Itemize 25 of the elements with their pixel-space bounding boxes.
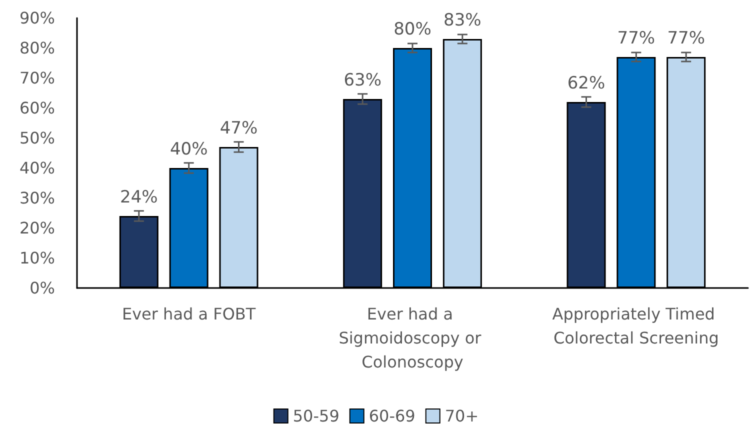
data-label: 62% [567,74,606,94]
legend-label: 50-59 [292,406,340,426]
x-tick-label: Ever had a Sigmoidoscopy or Colonoscopy [338,304,486,372]
legend-label: 70+ [444,406,479,426]
y-tick-label: 60% [19,98,55,118]
legend-label: 60-69 [368,406,416,426]
data-label: 77% [667,28,705,48]
y-tick-label: 70% [19,68,55,88]
y-tick-label: 50% [19,128,55,148]
data-label: 24% [120,188,158,208]
data-label: 80% [394,20,432,40]
y-tick-label: 20% [19,218,55,238]
y-tick-label: 40% [19,158,55,178]
data-label: 77% [617,28,656,48]
data-label: 63% [344,70,382,90]
y-tick-label: 90% [19,8,55,28]
data-label: 40% [170,140,208,160]
data-label: 47% [220,118,258,138]
y-tick-label: 10% [19,248,55,268]
y-tick-label: 0% [30,278,55,298]
y-tick-label: 80% [19,38,55,58]
x-tick-label: Ever had a FOBT [122,304,256,324]
y-tick-label: 30% [19,188,55,208]
data-label: 83% [444,10,482,30]
x-tick-label: Appropriately Timed Colorectal Screening [552,304,720,348]
